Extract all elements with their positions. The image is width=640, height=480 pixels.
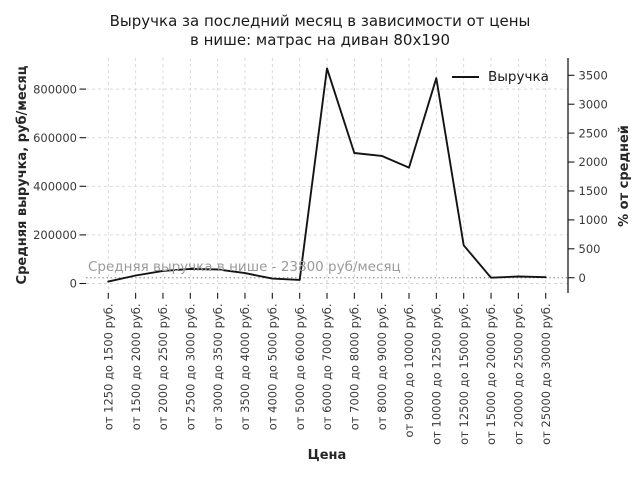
revenue-series-line [107,67,547,283]
legend-series-label: Выручка [488,69,549,85]
legend-line-sample-icon [452,76,479,78]
x-tick-label: от 20000 до 25000 руб. [512,304,526,445]
x-tick-label: от 15000 до 20000 руб. [484,304,498,445]
x-tick-label: от 8000 до 9000 руб. [375,304,389,431]
x-tick-label: от 2500 до 3000 руб. [184,304,198,431]
left-tick-label: 0 [70,277,77,291]
right-tick-label: 1500 [579,184,608,198]
gridlines [86,58,568,293]
tick-labels: 0 200000 400000 600000 800000 0 500 1000 1500 200… [33,68,608,444]
left-tick-label: 600000 [33,131,77,145]
right-tick-label: 3000 [579,97,608,111]
chart-title-line2: в нише: матрас на диван 80x190 [189,31,450,49]
x-tick-label: от 9000 до 10000 руб. [402,304,416,438]
x-tick-label: от 7000 до 8000 руб. [348,304,362,431]
right-tick-label: 3500 [579,68,608,82]
x-tick-label: от 1500 до 2000 руб. [129,304,143,431]
chart-title: Выручка за последний месяц в зависимости… [0,12,640,50]
left-tick-label: 200000 [33,228,77,242]
x-tick-label: от 10000 до 12500 руб. [430,304,444,445]
right-axis-title: % от средней [616,125,632,227]
right-tick-label: 2000 [579,155,608,169]
x-tick-label: от 2000 до 2500 руб. [156,304,170,431]
legend: Выручка [452,67,549,87]
x-tick-label: от 3000 до 3500 руб. [211,304,225,431]
left-axis-title: Средняя выручка, руб/месяц [14,65,30,285]
chart-title-line1: Выручка за последний месяц в зависимости… [109,12,531,30]
left-tick-label: 800000 [33,82,77,96]
right-tick-label: 500 [579,242,601,256]
average-line-annotation: Средняя выручка в нише - 23800 руб/месяц [88,259,401,275]
x-tick-label: от 25000 до 30000 руб. [539,304,553,445]
axis-ticks [79,74,575,299]
x-tick-label: от 12500 до 15000 руб. [457,304,471,445]
x-axis-title: Цена [307,448,347,463]
left-tick-label: 400000 [33,180,77,194]
right-tick-label: 2500 [579,126,608,140]
x-tick-label: от 3500 до 4000 руб. [238,304,252,431]
x-tick-label: от 6000 до 7000 руб. [320,304,334,431]
right-tick-label: 0 [579,271,586,285]
right-tick-label: 1000 [579,213,608,227]
x-tick-label: от 5000 до 6000 руб. [293,304,307,431]
x-tick-label: от 4000 до 5000 руб. [266,304,280,431]
x-tick-label: от 1250 до 1500 руб. [102,304,116,431]
